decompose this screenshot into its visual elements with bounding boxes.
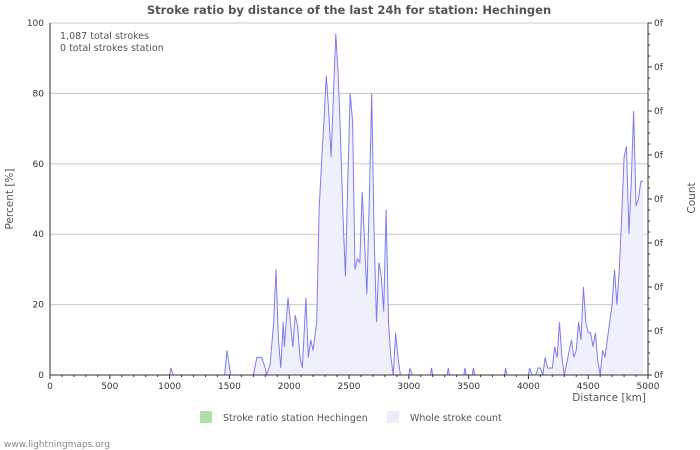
x-tick-label: 2000 <box>278 382 301 392</box>
x-tick-label: 500 <box>101 382 118 392</box>
y-tick-label: 0 <box>38 371 44 381</box>
y2-tick-label: 0f <box>654 19 664 29</box>
y-axis-label: Percent [%] <box>4 168 16 229</box>
x-tick-label: 3500 <box>457 382 480 392</box>
legend-label-whole: Whole stroke count <box>410 413 502 424</box>
x-tick-label: 4500 <box>577 382 600 392</box>
station-strokes-annotation: 0 total strokes station <box>60 43 164 54</box>
y-tick-label: 100 <box>27 19 44 29</box>
x-tick-label: 0 <box>47 382 53 392</box>
y2-tick-label: 0f <box>654 107 664 117</box>
x-tick-label: 4000 <box>517 382 540 392</box>
y2-tick-label: 0f <box>654 371 664 381</box>
y-tick-label: 60 <box>33 160 45 170</box>
y2-tick-label: 0f <box>654 327 664 337</box>
y-tick-label: 40 <box>33 230 45 240</box>
chart-title: Stroke ratio by distance of the last 24h… <box>147 3 551 17</box>
x-tick-label: 1000 <box>158 382 181 392</box>
legend-swatch-whole <box>387 411 399 423</box>
y2-axis-label: Count <box>686 182 698 213</box>
total-strokes-annotation: 1,087 total strokes <box>60 31 149 42</box>
footer-link[interactable]: www.lightningmaps.org <box>4 440 110 450</box>
whole-stroke-area <box>50 33 644 375</box>
y-tick-label: 20 <box>33 301 45 311</box>
y-tick-label: 80 <box>33 89 45 99</box>
y2-tick-label: 0f <box>654 283 664 293</box>
x-tick-label: 2500 <box>338 382 361 392</box>
x-axis-label: Distance [km] <box>572 392 646 404</box>
x-tick-label: 3000 <box>397 382 420 392</box>
y2-tick-label: 0f <box>654 195 664 205</box>
y2-tick-label: 0f <box>654 151 664 161</box>
y2-tick-label: 0f <box>654 239 664 249</box>
x-tick-label: 5000 <box>637 382 660 392</box>
legend-swatch-station <box>200 411 212 423</box>
y2-tick-label: 0f <box>654 63 664 73</box>
legend-label-station: Stroke ratio station Hechingen <box>223 413 368 424</box>
x-tick-label: 1500 <box>218 382 241 392</box>
